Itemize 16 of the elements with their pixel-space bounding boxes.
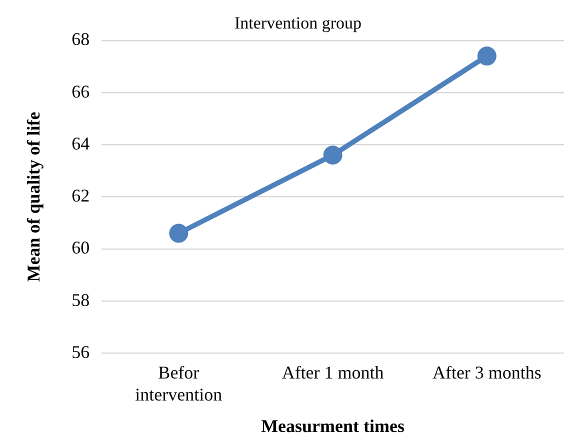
y-tick-label: 60	[72, 238, 90, 258]
point	[169, 224, 188, 243]
y-tick-label: 66	[72, 81, 90, 102]
y-tick-label: 56	[72, 342, 90, 362]
y-tick-label: 68	[72, 29, 90, 50]
y-axis-title: Mean of quality of life	[23, 112, 44, 282]
x-tick-label: After 3 months	[432, 362, 542, 383]
y-tick-label: 62	[72, 186, 90, 206]
x-tick-label: Befor intervention	[135, 362, 222, 404]
chart-title: Intervention group	[234, 14, 362, 33]
y-tick-label: 64	[72, 133, 90, 154]
x-axis-title: Measurment times	[261, 416, 405, 436]
x-tick-label: After 1 month	[282, 362, 384, 383]
y-tick-label: 58	[72, 290, 90, 310]
point	[323, 146, 342, 165]
point	[477, 46, 496, 66]
